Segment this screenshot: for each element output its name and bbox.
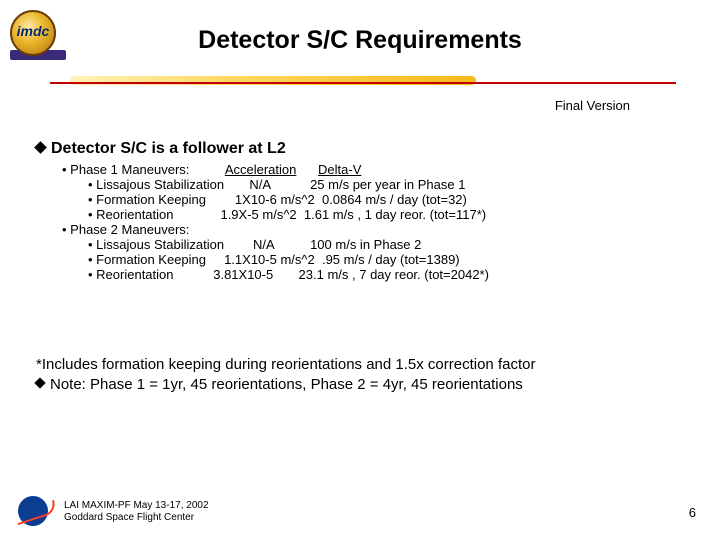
heading-text: Detector S/C is a follower at L2: [51, 140, 286, 157]
phase1-row-2: Reorientation 1.9X-5 m/s^2 1.61 m/s , 1 …: [88, 207, 700, 222]
p2-r0-name: Lissajous Stabilization: [96, 237, 224, 252]
phase1-row-0: Lissajous Stabilization N/A 25 m/s per y…: [88, 177, 700, 192]
phase1-row-1: Formation Keeping 1X10-6 m/s^2 0.0864 m/…: [88, 192, 700, 207]
phase2-header-row: Phase 2 Maneuvers:: [62, 222, 700, 237]
p1-r2-name: Reorientation: [96, 207, 173, 222]
p1-r2-accel: 1.9X-5 m/s^2: [220, 207, 296, 222]
p1-r2-dv: 1.61 m/s , 1 day reor. (tot=117*): [304, 207, 486, 222]
imdc-logo: [10, 10, 70, 60]
page-number: 6: [689, 505, 696, 520]
final-version-label: Final Version: [555, 98, 630, 113]
phase2-row-1: Formation Keeping 1.1X10-5 m/s^2 .95 m/s…: [88, 252, 700, 267]
footer-line-1: LAI MAXIM-PF May 13-17, 2002: [64, 500, 209, 512]
note-2: Note: Phase 1 = 1yr, 45 reorientations, …: [36, 375, 684, 395]
phase1-header-row: Phase 1 Maneuvers: Acceleration Delta-V: [62, 162, 700, 177]
phase2-row-0: Lissajous Stabilization N/A 100 m/s in P…: [88, 237, 700, 252]
p1-r1-name: Formation Keeping: [96, 192, 206, 207]
p2-r1-dv: .95 m/s / day (tot=1389): [322, 252, 460, 267]
nasa-logo: [18, 496, 56, 526]
phase1-label: Phase 1 Maneuvers:: [70, 162, 189, 177]
note-2-text: Note: Phase 1 = 1yr, 45 reorientations, …: [50, 376, 523, 393]
p1-r1-accel: 1X10-6 m/s^2: [235, 192, 315, 207]
p1-r0-dv: 25 m/s per year in Phase 1: [310, 177, 465, 192]
p1-r1-dv: 0.0864 m/s / day (tot=32): [322, 192, 467, 207]
p2-r1-accel: 1.1X10-5 m/s^2: [224, 252, 315, 267]
p2-r0-dv: 100 m/s in Phase 2: [310, 237, 421, 252]
dv-header: Delta-V: [318, 162, 361, 177]
footer-text: LAI MAXIM-PF May 13-17, 2002 Goddard Spa…: [64, 500, 209, 524]
p2-r2-dv: 23.1 m/s , 7 day reor. (tot=2042*): [299, 267, 489, 282]
p1-r0-accel: N/A: [249, 177, 270, 192]
p2-r0-accel: N/A: [253, 237, 274, 252]
note-1: *Includes formation keeping during reori…: [36, 355, 684, 375]
content-block: Detector S/C is a follower at L2 Phase 1…: [36, 140, 700, 282]
slide-title: Detector S/C Requirements: [0, 0, 720, 55]
notes-block: *Includes formation keeping during reori…: [36, 355, 684, 396]
footer-line-2: Goddard Space Flight Center: [64, 512, 209, 524]
title-rule: [90, 73, 686, 87]
accel-header: Acceleration: [225, 162, 297, 177]
p2-r2-name: Reorientation: [96, 267, 173, 282]
main-heading: Detector S/C is a follower at L2: [36, 140, 700, 158]
p1-r0-name: Lissajous Stabilization: [96, 177, 224, 192]
p2-r1-name: Formation Keeping: [96, 252, 206, 267]
phase2-label: Phase 2 Maneuvers:: [70, 222, 189, 237]
p2-r2-accel: 3.81X10-5: [213, 267, 273, 282]
phase2-row-2: Reorientation 3.81X10-5 23.1 m/s , 7 day…: [88, 267, 700, 282]
